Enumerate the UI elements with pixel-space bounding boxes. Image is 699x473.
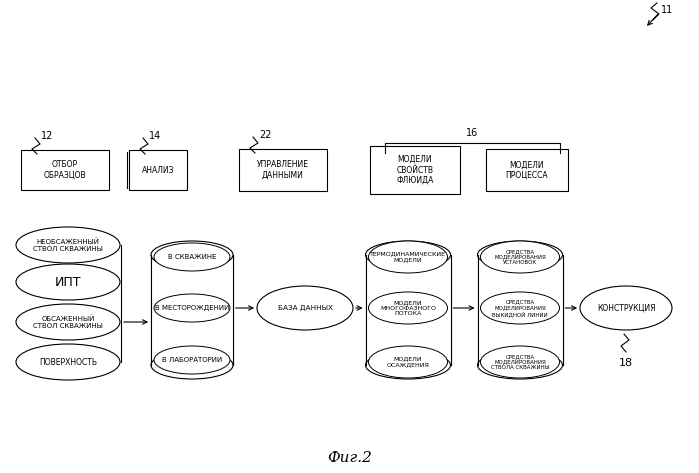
Ellipse shape: [368, 241, 447, 273]
Text: В СКВАЖИНЕ: В СКВАЖИНЕ: [168, 254, 216, 260]
Text: Фиг.2: Фиг.2: [328, 451, 373, 465]
Ellipse shape: [480, 241, 559, 273]
Text: АНАЛИЗ: АНАЛИЗ: [142, 166, 174, 175]
Bar: [21, 150, 109, 190]
Ellipse shape: [477, 241, 563, 269]
Text: НЕОБСАЖЕННЫЙ
СТВОЛ СКВАЖИНЫ: НЕОБСАЖЕННЫЙ СТВОЛ СКВАЖИНЫ: [33, 238, 103, 252]
Text: 14: 14: [149, 131, 161, 141]
Text: СРЕДСТВА
МОДЕЛИРОВАНИЯ
ВЫКИДНОЙ ЛИНИИ: СРЕДСТВА МОДЕЛИРОВАНИЯ ВЫКИДНОЙ ЛИНИИ: [492, 299, 548, 317]
Ellipse shape: [366, 351, 450, 379]
Text: ТЕРМОДИНАМИЧЕСКИЕ
МОДЕЛИ: ТЕРМОДИНАМИЧЕСКИЕ МОДЕЛИ: [370, 252, 446, 263]
Ellipse shape: [580, 286, 672, 330]
Text: МОДЕЛИ
СВОЙСТВ
ФЛЮИДА: МОДЕЛИ СВОЙСТВ ФЛЮИДА: [396, 155, 433, 185]
Ellipse shape: [16, 304, 120, 340]
Ellipse shape: [366, 241, 450, 269]
Bar: [486, 149, 568, 191]
Text: 16: 16: [466, 128, 479, 138]
Text: ИПТ: ИПТ: [55, 275, 81, 289]
Text: СРЕДСТВА
МОДЕЛИРОВАНИЯ
УСТАНОВОК: СРЕДСТВА МОДЕЛИРОВАНИЯ УСТАНОВОК: [494, 249, 546, 265]
Text: КОНСТРУКЦИЯ: КОНСТРУКЦИЯ: [597, 304, 655, 313]
Text: МОДЕЛИ
ПРОЦЕССА: МОДЕЛИ ПРОЦЕССА: [505, 160, 548, 180]
Text: ОБСАЖЕННЫЙ
СТВОЛ СКВАЖИНЫ: ОБСАЖЕННЫЙ СТВОЛ СКВАЖИНЫ: [33, 315, 103, 329]
Ellipse shape: [477, 351, 563, 379]
Ellipse shape: [154, 243, 230, 271]
Text: СРЕДСТВА
МОДЕЛИРОВАНИЯ
СТВОЛА СКВАЖИНЫ: СРЕДСТВА МОДЕЛИРОВАНИЯ СТВОЛА СКВАЖИНЫ: [491, 354, 549, 370]
Bar: [129, 150, 187, 190]
Ellipse shape: [480, 346, 559, 378]
Bar: [477, 255, 563, 365]
Bar: [151, 255, 233, 365]
Ellipse shape: [368, 292, 447, 324]
Text: БАЗА ДАННЫХ: БАЗА ДАННЫХ: [278, 305, 333, 311]
Ellipse shape: [154, 294, 230, 322]
Ellipse shape: [480, 292, 559, 324]
Ellipse shape: [151, 351, 233, 379]
Ellipse shape: [16, 344, 120, 380]
Text: В МЕСТОРОЖДЕНИИ: В МЕСТОРОЖДЕНИИ: [154, 305, 229, 311]
Ellipse shape: [16, 264, 120, 300]
Text: УПРАВЛЕНИЕ
ДАННЫМИ: УПРАВЛЕНИЕ ДАННЫМИ: [257, 160, 309, 180]
Ellipse shape: [368, 346, 447, 378]
Ellipse shape: [151, 241, 233, 269]
Text: ПОВЕРХНОСТЬ: ПОВЕРХНОСТЬ: [39, 358, 97, 367]
Bar: [370, 146, 460, 194]
Text: МОДЕЛИ
МНОГОФАЗНОГО
ПОТОКА: МОДЕЛИ МНОГОФАЗНОГО ПОТОКА: [380, 300, 436, 316]
Text: 11: 11: [661, 5, 673, 15]
Text: 22: 22: [259, 130, 271, 140]
Bar: [239, 149, 327, 191]
Text: В ЛАБОРАТОРИИ: В ЛАБОРАТОРИИ: [162, 357, 222, 363]
Ellipse shape: [16, 227, 120, 263]
Text: 18: 18: [619, 358, 633, 368]
Text: МОДЕЛИ
ОСАЖДЕНИЯ: МОДЕЛИ ОСАЖДЕНИЯ: [387, 357, 429, 368]
Ellipse shape: [154, 346, 230, 374]
Text: ОТБОР
ОБРАЗЦОВ: ОТБОР ОБРАЗЦОВ: [43, 160, 86, 180]
Text: 12: 12: [41, 131, 53, 141]
Ellipse shape: [257, 286, 353, 330]
Bar: [366, 255, 450, 365]
